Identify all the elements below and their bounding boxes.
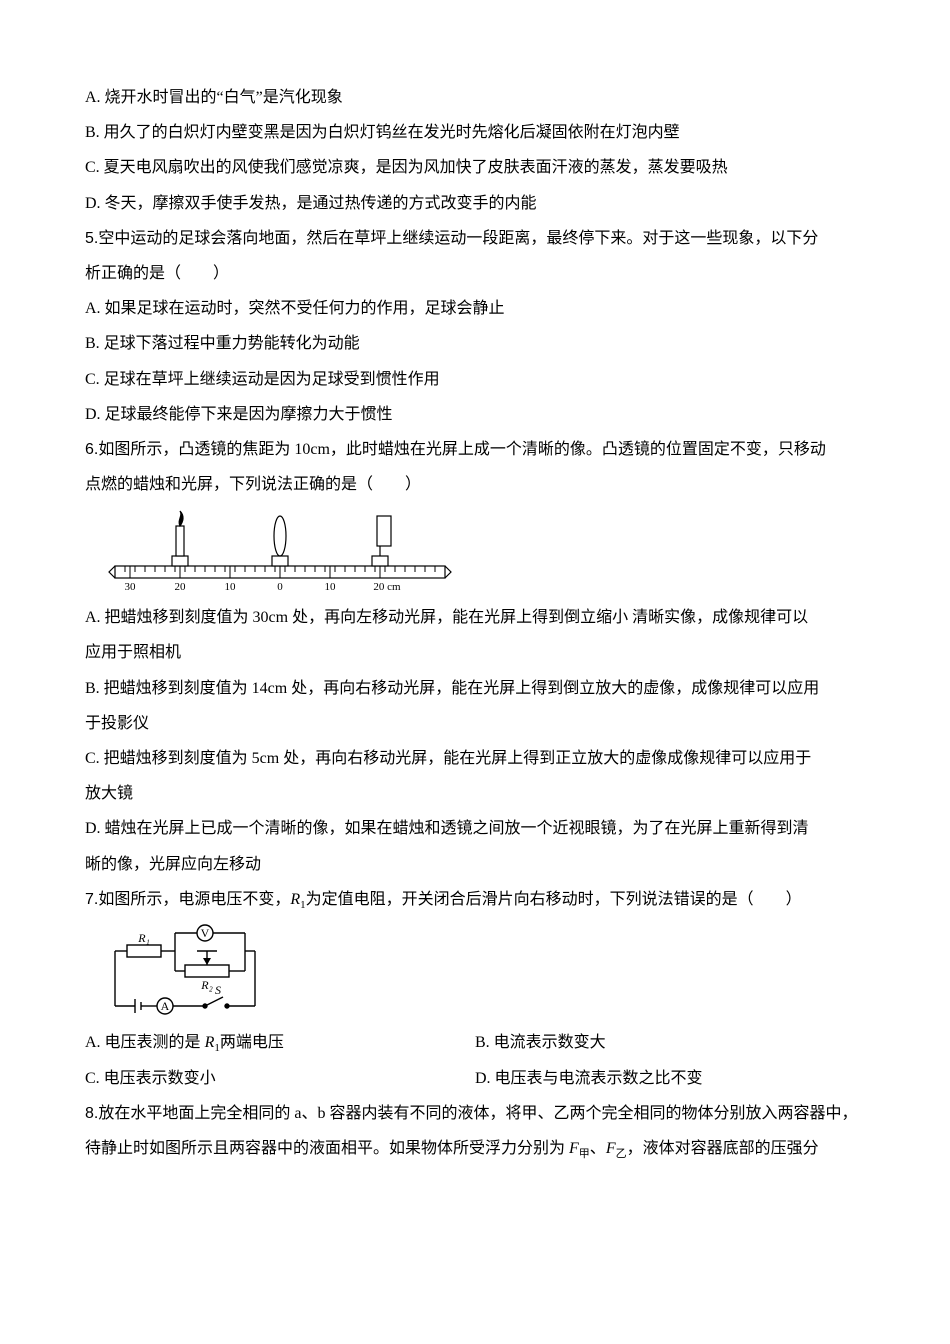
q5-option-a: A. 如果足球在运动时，突然不受任何力的作用，足球会静止 bbox=[85, 291, 865, 326]
q7-stem: 7.如图所示，电源电压不变，R1为定值电阻，开关闭合后滑片向右移动时，下列说法错… bbox=[85, 882, 865, 917]
circuit-label-v: V bbox=[201, 926, 210, 940]
q7-options-row1: A. 电压表测的是 R1两端电压 B. 电流表示数变大 bbox=[85, 1025, 865, 1060]
q5-number: 5. bbox=[85, 230, 98, 247]
q7-option-b: B. 电流表示数变大 bbox=[475, 1025, 865, 1060]
lens-icon bbox=[272, 516, 288, 566]
q6-stem-line1: 6.如图所示，凸透镜的焦距为 10cm，此时蜡烛在光屏上成一个清晰的像。凸透镜的… bbox=[85, 432, 865, 467]
q8-sub2: 乙 bbox=[616, 1148, 627, 1160]
q7-r1-symbol: R bbox=[290, 891, 300, 908]
circuit-label-r1: R₁ bbox=[137, 931, 150, 945]
screen-icon bbox=[372, 516, 391, 566]
q5-option-b: B. 足球下落过程中重力势能转化为动能 bbox=[85, 326, 865, 361]
scale-label-0: 0 bbox=[277, 581, 283, 593]
q6-figure-optical-bench: 30 20 10 0 10 20 cm bbox=[105, 506, 455, 596]
q7-a-r1: R bbox=[205, 1034, 215, 1051]
q8-sep: 、 bbox=[590, 1140, 606, 1157]
q7-options-row2: C. 电压表示数变小 D. 电压表与电流表示数之比不变 bbox=[85, 1061, 865, 1096]
circuit-label-a: A bbox=[161, 999, 170, 1013]
q7-option-d: D. 电压表与电流表示数之比不变 bbox=[475, 1061, 865, 1096]
q8-F2: F bbox=[606, 1140, 616, 1157]
q8-stem2-post: ，液体对容器底部的压强分 bbox=[627, 1140, 819, 1157]
scale-label-30l: 30 bbox=[125, 581, 137, 593]
q8-stem-line2: 待静止时如图所示且两容器中的液面相平。如果物体所受浮力分别为 F甲、F乙，液体对… bbox=[85, 1131, 865, 1166]
q6-option-c-line2: 放大镜 bbox=[85, 776, 865, 811]
scale-label-20l: 20 bbox=[175, 581, 187, 593]
q7-a-pre: A. 电压表测的是 bbox=[85, 1034, 205, 1051]
circuit-label-r2: R₂ bbox=[200, 978, 213, 992]
q7-stem-post: 为定值电阻，开关闭合后滑片向右移动时，下列说法错误的是（ ） bbox=[306, 891, 802, 908]
q7-stem-pre: 如图所示，电源电压不变， bbox=[98, 891, 290, 908]
q7-option-c: C. 电压表示数变小 bbox=[85, 1061, 475, 1096]
q8-sub1: 甲 bbox=[579, 1148, 590, 1160]
q6-option-b-line1: B. 把蜡烛移到刻度值为 14cm 处，再向右移动光屏，能在光屏上得到倒立放大的… bbox=[85, 671, 865, 706]
q5-stem-line2: 析正确的是（ ） bbox=[85, 256, 865, 291]
q5-option-d: D. 足球最终能停下来是因为摩擦力大于惯性 bbox=[85, 397, 865, 432]
q8-stem-text1: 放在水平地面上完全相同的 a、b 容器内装有不同的液体，将甲、乙两个完全相同的物… bbox=[98, 1105, 857, 1122]
q5-stem-text1: 空中运动的足球会落向地面，然后在草坪上继续运动一段距离，最终停下来。对于这一些现… bbox=[98, 230, 818, 247]
q4-option-b: B. 用久了的白炽灯内壁变黑是因为白炽灯钨丝在发光时先熔化后凝固依附在灯泡内壁 bbox=[85, 115, 865, 150]
q5-stem-line1: 5.空中运动的足球会落向地面，然后在草坪上继续运动一段距离，最终停下来。对于这一… bbox=[85, 221, 865, 256]
q6-number: 6. bbox=[85, 441, 98, 458]
q6-stem-text1: 如图所示，凸透镜的焦距为 10cm，此时蜡烛在光屏上成一个清晰的像。凸透镜的位置… bbox=[98, 441, 826, 458]
q6-option-b-line2: 于投影仪 bbox=[85, 706, 865, 741]
q8-F1: F bbox=[569, 1140, 579, 1157]
q7-a-post: 两端电压 bbox=[220, 1034, 284, 1051]
q8-stem-line1: 8.放在水平地面上完全相同的 a、b 容器内装有不同的液体，将甲、乙两个完全相同… bbox=[85, 1096, 865, 1131]
q4-option-a: A. 烧开水时冒出的“白气”是汽化现象 bbox=[85, 80, 865, 115]
q4-option-d: D. 冬天，摩擦双手使手发热，是通过热传递的方式改变手的内能 bbox=[85, 186, 865, 221]
q7-number: 7. bbox=[85, 891, 98, 908]
q4-option-c: C. 夏天电风扇吹出的风使我们感觉凉爽，是因为风加快了皮肤表面汗液的蒸发，蒸发要… bbox=[85, 150, 865, 185]
q7-figure-circuit: R₁ R₂ V A S bbox=[105, 921, 265, 1021]
q7-option-a: A. 电压表测的是 R1两端电压 bbox=[85, 1025, 475, 1060]
scale-label-10r: 10 bbox=[325, 581, 337, 593]
q8-number: 8. bbox=[85, 1105, 98, 1122]
circuit-label-s: S bbox=[215, 983, 221, 997]
candle-icon bbox=[172, 511, 188, 566]
q6-option-a-line2: 应用于照相机 bbox=[85, 635, 865, 670]
exam-page: A. 烧开水时冒出的“白气”是汽化现象 B. 用久了的白炽灯内壁变黑是因为白炽灯… bbox=[0, 0, 950, 1206]
q8-stem2-pre: 待静止时如图所示且两容器中的液面相平。如果物体所受浮力分别为 bbox=[85, 1140, 569, 1157]
q6-option-d-line1: D. 蜡烛在光屏上已成一个清晰的像，如果在蜡烛和透镜之间放一个近视眼镜，为了在光… bbox=[85, 811, 865, 846]
scale-label-20r: 20 cm bbox=[373, 581, 401, 593]
q6-option-a-line1: A. 把蜡烛移到刻度值为 30cm 处，再向左移动光屏，能在光屏上得到倒立缩小 … bbox=[85, 600, 865, 635]
q6-option-d-line2: 晰的像，光屏应向左移动 bbox=[85, 847, 865, 882]
q6-option-c-line1: C. 把蜡烛移到刻度值为 5cm 处，再向右移动光屏，能在光屏上得到正立放大的虚… bbox=[85, 741, 865, 776]
scale-label-10l: 10 bbox=[225, 581, 237, 593]
q5-option-c: C. 足球在草坪上继续运动是因为足球受到惯性作用 bbox=[85, 362, 865, 397]
q6-stem-line2: 点燃的蜡烛和光屏，下列说法正确的是（ ） bbox=[85, 467, 865, 502]
